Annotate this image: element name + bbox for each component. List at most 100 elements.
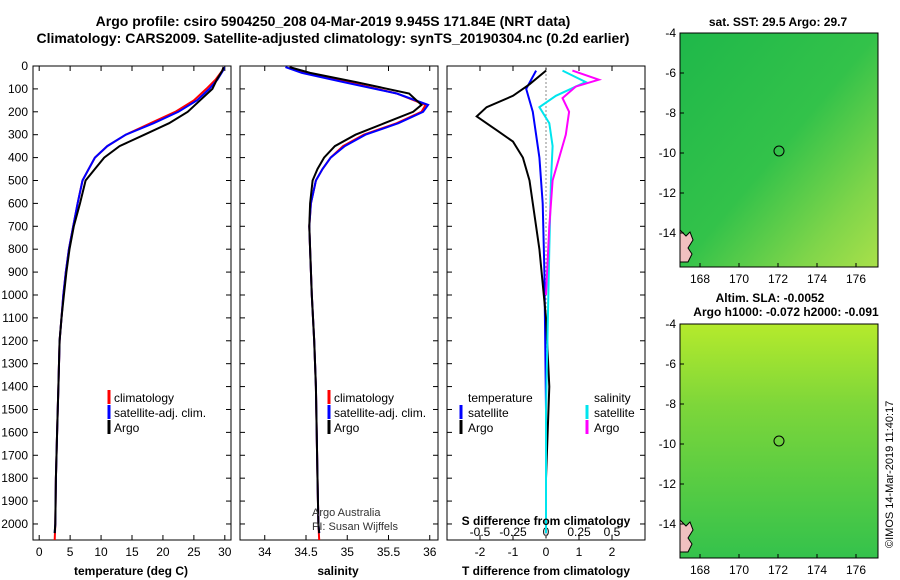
difference-legend: temperature satellite Argo salinity sate… xyxy=(459,391,635,528)
legend-s-argo: Argo xyxy=(594,421,620,435)
legend-salinity-title: salinity xyxy=(594,391,631,405)
s-tick-label: -0.25 xyxy=(499,525,527,539)
x-tick-label: 34.5 xyxy=(294,545,318,559)
map-y-tick-label: -8 xyxy=(665,106,676,120)
x-tick-label: 35.5 xyxy=(377,545,401,559)
legend-s-satellite: satellite xyxy=(594,406,635,420)
map-y-tick-label: -10 xyxy=(659,146,677,160)
depth-axis-labels: 0 100 200 300 400 500 600 700 800 900 1000 1100 1200… xyxy=(1,59,28,531)
temperature-legend: climatology satellite-adj. clim. Argo xyxy=(107,390,206,435)
depth-tick-label: 800 xyxy=(8,242,28,256)
map-x-tick-label: 174 xyxy=(807,272,827,286)
s-tick-label: 0.5 xyxy=(604,525,621,539)
depth-tick-label: 1600 xyxy=(1,425,28,439)
s-difference-label: S difference from climatology xyxy=(462,514,631,528)
map-y-tick-label: -12 xyxy=(659,186,677,200)
map-x-tick-label: 176 xyxy=(846,272,866,286)
x-tick-label: 30 xyxy=(218,545,232,559)
sla-map-ticks: 168 170 172 174 176 -4 -6 -8 -10 -12 -14 xyxy=(659,317,867,577)
map-x-tick-label: 176 xyxy=(846,563,866,577)
s-tick-label: 0.25 xyxy=(567,525,591,539)
map-x-tick-label: 168 xyxy=(690,563,710,577)
series-line-argo xyxy=(289,66,424,534)
map-y-tick-label: -14 xyxy=(659,226,677,240)
map-y-tick-label: -6 xyxy=(665,66,676,80)
legend-temperature-title: temperature xyxy=(468,391,533,405)
depth-tick-label: 1700 xyxy=(1,448,28,462)
series-line-t-argo xyxy=(475,69,551,534)
x-tick-label: 25 xyxy=(187,545,201,559)
x-tick-label: 36 xyxy=(423,545,437,559)
x-tick-label: 0 xyxy=(36,545,43,559)
depth-tick-label: 1300 xyxy=(1,357,28,371)
title-line2: Climatology: CARS2009. Satellite-adjuste… xyxy=(37,30,630,46)
plot-frame xyxy=(239,65,439,541)
legend-argo: Argo xyxy=(114,421,140,435)
temperature-panel: 0 5 10 15 20 25 30 xyxy=(32,65,232,559)
depth-tick-label: 1900 xyxy=(1,494,28,508)
map-x-tick-label: 170 xyxy=(729,272,749,286)
map-y-tick-label: -14 xyxy=(659,517,677,531)
sst-map-ticks: 168 170 172 174 176 -4 -6 -8 -10 -12 -14 xyxy=(659,26,867,286)
depth-tick-label: 1100 xyxy=(2,311,28,325)
salinity-xlabel: salinity xyxy=(317,564,359,578)
series-line-argo xyxy=(53,66,225,534)
depth-tick-label: 900 xyxy=(8,265,28,279)
map-y-tick-label: -4 xyxy=(665,317,676,331)
legend-satellite: satellite-adj. clim. xyxy=(334,406,426,420)
series-line-s-satellite xyxy=(538,69,588,534)
map-x-tick-label: 168 xyxy=(690,272,710,286)
depth-tick-label: 0 xyxy=(21,59,28,73)
map-y-tick-label: -4 xyxy=(665,26,676,40)
legend-t-argo: Argo xyxy=(468,421,494,435)
salinity-panel: 34 34.5 35 35.5 36 xyxy=(239,65,439,559)
x-tick-label: 5 xyxy=(67,545,74,559)
legend-t-satellite: satellite xyxy=(468,406,509,420)
x-tick-label: -2 xyxy=(475,545,486,559)
series-line-s-argo xyxy=(545,69,603,296)
map-x-tick-label: 172 xyxy=(768,272,788,286)
legend-argo: Argo xyxy=(334,421,360,435)
imos-credit: ©IMOS 14-Mar-2019 11:40:17 xyxy=(884,401,896,548)
depth-tick-label: 400 xyxy=(8,151,28,165)
map-x-tick-label: 170 xyxy=(729,563,749,577)
depth-tick-label: 600 xyxy=(8,196,28,210)
x-tick-label: 2 xyxy=(609,545,616,559)
depth-tick-label: 1500 xyxy=(1,402,28,416)
x-tick-label: 0 xyxy=(543,545,550,559)
t-difference-xlabel: T difference from climatology xyxy=(462,564,630,578)
x-tick-label: 20 xyxy=(156,545,170,559)
map-x-tick-label: 172 xyxy=(768,563,788,577)
map-y-tick-label: -10 xyxy=(659,437,677,451)
argo-float-marker xyxy=(773,145,785,157)
land-outline xyxy=(679,228,694,263)
title-line1: Argo profile: csiro 5904250_208 04-Mar-2… xyxy=(96,13,571,29)
argo-float-marker xyxy=(773,435,785,447)
sst-map xyxy=(679,32,879,268)
depth-tick-label: 700 xyxy=(8,219,28,233)
sla-map-title: Altim. SLA: -0.0052 xyxy=(716,291,825,305)
credit-argo-australia: Argo Australia xyxy=(312,507,381,519)
depth-tick-label: 2000 xyxy=(1,517,28,531)
depth-tick-label: 200 xyxy=(8,105,28,119)
depth-tick-label: 300 xyxy=(8,128,28,142)
depth-tick-label: 100 xyxy=(8,82,28,96)
x-tick-label: -1 xyxy=(508,545,519,559)
map-y-tick-label: -12 xyxy=(659,477,677,491)
s-tick-label: -0.5 xyxy=(470,525,491,539)
land-outline xyxy=(679,518,694,553)
map-y-tick-label: -6 xyxy=(665,357,676,371)
salinity-legend: climatology satellite-adj. clim. Argo Ar… xyxy=(312,390,426,533)
x-tick-label: 10 xyxy=(94,545,108,559)
map-y-tick-label: -8 xyxy=(665,397,676,411)
depth-tick-label: 1000 xyxy=(1,288,28,302)
depth-tick-label: 1200 xyxy=(1,334,28,348)
sst-map-title: sat. SST: 29.5 Argo: 29.7 xyxy=(709,15,848,29)
credit-pi: PI: Susan Wijffels xyxy=(312,521,398,533)
sla-map-subtitle: Argo h1000: -0.072 h2000: -0.091 xyxy=(693,305,879,319)
x-tick-label: 35 xyxy=(341,545,355,559)
sla-map xyxy=(679,323,879,559)
legend-climatology: climatology xyxy=(114,391,174,405)
